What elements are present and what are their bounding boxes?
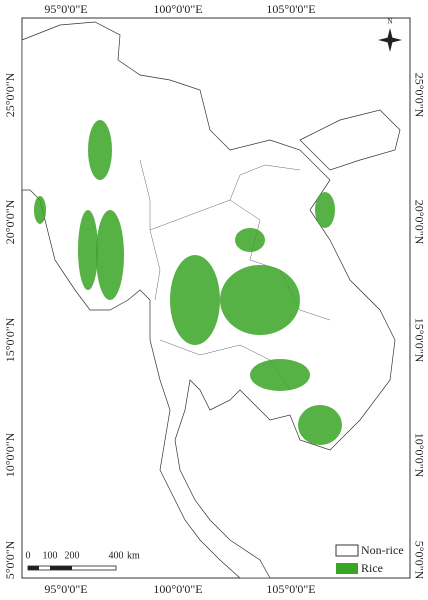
longitude-label: 100°0'0"E <box>153 2 202 16</box>
latitude-label: 5°0'0"N <box>412 541 426 580</box>
longitude-label: 105°0'0"E <box>266 582 315 596</box>
latitude-label: 25°0'0"N <box>412 73 426 118</box>
longitude-label: 105°0'0"E <box>266 2 315 16</box>
north-arrow: N <box>378 18 402 52</box>
scale-label: 200 <box>65 550 80 561</box>
legend-swatch <box>335 544 359 557</box>
latitude-label: 5°0'0"N <box>3 540 17 579</box>
latitude-label: 20°0'0"N <box>3 199 17 244</box>
longitude-label: 100°0'0"E <box>153 582 202 596</box>
longitude-label: 95°0'0"E <box>44 2 87 16</box>
legend-label: Non-rice <box>361 543 404 557</box>
scale-bar: 0 100 200 400 km <box>26 550 140 571</box>
scale-label: 0 <box>26 550 31 561</box>
legend-swatch <box>336 563 358 574</box>
latitude-label: 25°0'0"N <box>3 72 17 117</box>
legend-label: Rice <box>361 561 383 575</box>
scale-label: 100 <box>43 550 58 561</box>
rice-areas <box>34 120 342 445</box>
latitude-label: 15°0'0"N <box>3 317 17 362</box>
latitude-label: 15°0'0"N <box>412 318 426 363</box>
latitude-label: 20°0'0"N <box>412 200 426 245</box>
north-label: N <box>387 18 392 26</box>
scale-unit: km <box>127 550 140 561</box>
latitude-label: 10°0'0"N <box>412 433 426 478</box>
latitude-label: 10°0'0"N <box>3 432 17 477</box>
legend: Non-rice Rice <box>335 543 404 575</box>
scale-label: 400 <box>109 550 124 561</box>
longitude-label: 95°0'0"E <box>44 582 87 596</box>
